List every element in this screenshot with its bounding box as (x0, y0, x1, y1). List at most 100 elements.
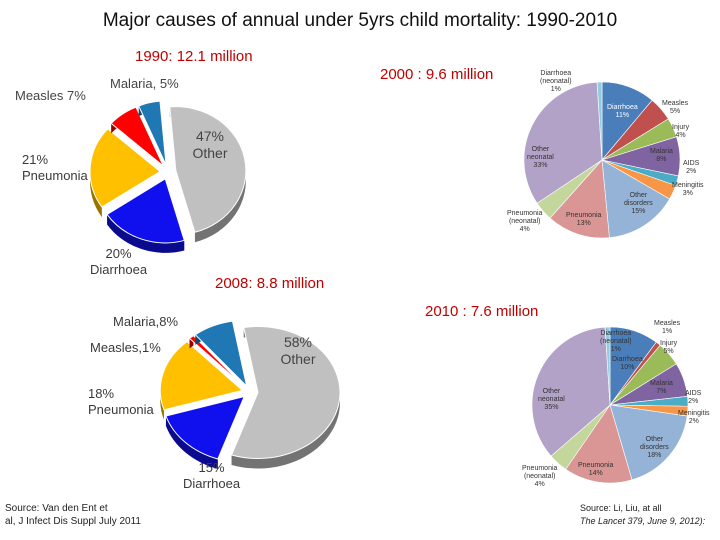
pie-1990-slice-top (110, 106, 164, 167)
pie-2008-slice-top (188, 335, 246, 388)
label-text: Pneumonia (578, 462, 614, 469)
label-text: Injury (660, 340, 678, 347)
pie-2008-slices (159, 320, 341, 469)
label-2008-diarrhoea: 15% Diarrhoea (183, 460, 240, 492)
label-1990-pneumonia: 21% Pneumonia (22, 152, 88, 184)
label-text: 1% (661, 328, 673, 335)
pie-2010-slice-other-neonatal (531, 326, 611, 457)
label-text: 5% (669, 108, 681, 115)
label-text: (neonatal) (540, 78, 572, 85)
pie-2008-slice-measles (188, 335, 246, 388)
pie-2008-slice-malaria (194, 320, 248, 388)
chart-title-2000: 2000 : 9.6 million (380, 66, 494, 83)
label-text: 8% (656, 156, 667, 163)
chart-title-1990: 1990: 12.1 million (135, 48, 253, 65)
pie-2010-slice-pneumonia (565, 404, 633, 484)
label-2000-diarrhoea-neonatal: Diarrhoea (neonatal) 1% (540, 70, 572, 94)
label-text: Other (629, 192, 648, 199)
label-1990-other-name: Other (192, 145, 228, 161)
pie-1990-slice-malaria (138, 100, 167, 166)
label-text: 18% (647, 452, 662, 459)
label-1990-diarrhoea-name: Diarrhoea (90, 262, 148, 277)
label-text: Injury (672, 124, 690, 131)
pie-2010-slice-other-disorders (609, 404, 688, 481)
pie-1990-slice-other (169, 106, 247, 243)
label-text: 10% (620, 364, 635, 371)
chart-title-2010: 2010 : 7.6 million (425, 303, 539, 320)
pie-1990-slice-top (89, 128, 161, 208)
label-text: Other (645, 436, 664, 443)
chart-title-2008: 2008: 8.8 million (215, 275, 325, 292)
label-2008-malaria: Malaria,8% (113, 314, 179, 329)
label-2008-pneumonia: 18% Pneumonia (88, 386, 154, 418)
source-left: Source: Van den Ent et al, J Infect Dis … (5, 502, 141, 528)
label-2010-diarrhoea-neonatal: Diarrhoea (neonatal) 1% (600, 330, 632, 354)
label-2010-other-disorders: Other disorders 18% (640, 436, 669, 460)
label-2010-malaria: Malaria 7% (650, 380, 673, 396)
pie-2008-slice-top (165, 395, 246, 460)
source-right-line1: Source: Li, Liu, at all (580, 503, 662, 513)
label-2008-other: 58% Other (278, 334, 318, 368)
label-text: Diarrhoea (600, 330, 632, 337)
label-2008-other-pct: 58% (283, 334, 313, 350)
label-text: (neonatal) (523, 473, 556, 480)
pie-1990-slice-diarrhoea (106, 178, 185, 253)
pie-2000-slice-pneumonia (549, 159, 610, 239)
label-2000-other-neonatal: Other neonatal 33% (527, 146, 554, 170)
label-text: Pneumonia (522, 465, 558, 472)
label-2010-pneumonia-neonatal: Pneumonia (neonatal) 4% (522, 465, 557, 489)
pie-2000-slices (523, 81, 681, 239)
label-text: 4% (534, 481, 545, 488)
label-text: disorders (624, 200, 653, 207)
label-text: 1% (550, 86, 561, 93)
pie-2008-slice-side (165, 416, 218, 469)
label-1990-measles: Measles 7% (15, 88, 86, 103)
label-text: (neonatal) (600, 338, 632, 345)
label-2008-diarrhoea-pct: 15% (198, 460, 225, 475)
label-2000-diarrhoea: Diarrhoea 11% (607, 104, 638, 120)
label-text: Measles (654, 320, 681, 327)
pie-2000-slice-other-disorders (601, 159, 670, 238)
label-text: 2% (688, 418, 699, 425)
label-2000-other-disorders: Other disorders 15% (624, 192, 653, 216)
pie-2010-slice-diarrhoea-neonatal- (604, 326, 611, 406)
source-left-line2: al, J Infect Dis Suppl July 2011 (5, 516, 141, 527)
label-2010-injury: Injury 5% (660, 340, 677, 356)
pie-2000-slice-other-neonatal (523, 81, 603, 204)
label-text: Meningitis (678, 410, 710, 417)
label-2010-diarrhoea: Diarrhoea 10% (612, 356, 643, 372)
label-text: 2% (686, 168, 697, 175)
label-text: Pneumonia (507, 210, 543, 217)
pie-1990-slice-pneumonia (89, 128, 161, 218)
label-2010-other-neonatal: Other neonatal 35% (538, 388, 565, 412)
label-text: 4% (519, 226, 530, 233)
label-2010-measles: Measles 1% (654, 320, 680, 336)
label-text: 4% (675, 132, 686, 139)
label-text: 33% (533, 162, 548, 169)
label-2008-pneumonia-name: Pneumonia (88, 402, 154, 417)
label-2010-pneumonia: Pneumonia 14% (578, 462, 613, 478)
source-right: Source: Li, Liu, at all The Lancet 379, … (580, 502, 705, 528)
label-2000-pneumonia-neonatal: Pneumonia (neonatal) 4% (507, 210, 542, 234)
label-text: neonatal (527, 154, 554, 161)
label-text: 13% (576, 220, 591, 227)
page-title: Major causes of annual under 5yrs child … (102, 10, 618, 31)
pie-2008-slice-diarrhoea (165, 395, 246, 469)
label-text: 11% (615, 112, 630, 119)
pie-2008-slice-top (230, 325, 341, 459)
label-text: 35% (544, 404, 559, 411)
label-2000-measles: Measles 5% (662, 100, 688, 116)
label-1990-pneumonia-name: Pneumonia (22, 168, 88, 183)
pie-1990-slice-top (169, 106, 247, 233)
label-text: 7% (656, 388, 667, 395)
label-text: 14% (588, 470, 603, 477)
label-text: 2% (688, 398, 699, 405)
label-text: disorders (640, 444, 669, 451)
pie-2008-slice-top (159, 340, 244, 411)
label-2010-meningitis: Meningitis 2% (678, 410, 710, 426)
label-text: 3% (682, 190, 693, 197)
label-2010-aids: AIDS 2% (685, 390, 701, 406)
label-text: 5% (663, 348, 674, 355)
pie-2008-slice-other (230, 325, 341, 469)
